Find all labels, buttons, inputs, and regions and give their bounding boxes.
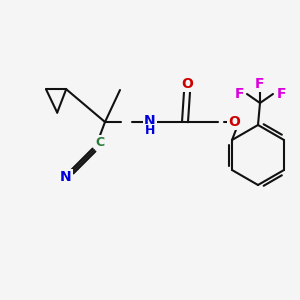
Text: H: H [145,124,155,137]
Text: F: F [255,77,265,91]
Text: F: F [234,87,244,101]
Text: F: F [276,87,286,101]
Text: O: O [228,115,240,129]
Text: O: O [181,77,193,91]
Text: N: N [60,170,72,184]
Text: C: C [95,136,105,148]
Text: N: N [144,114,156,128]
